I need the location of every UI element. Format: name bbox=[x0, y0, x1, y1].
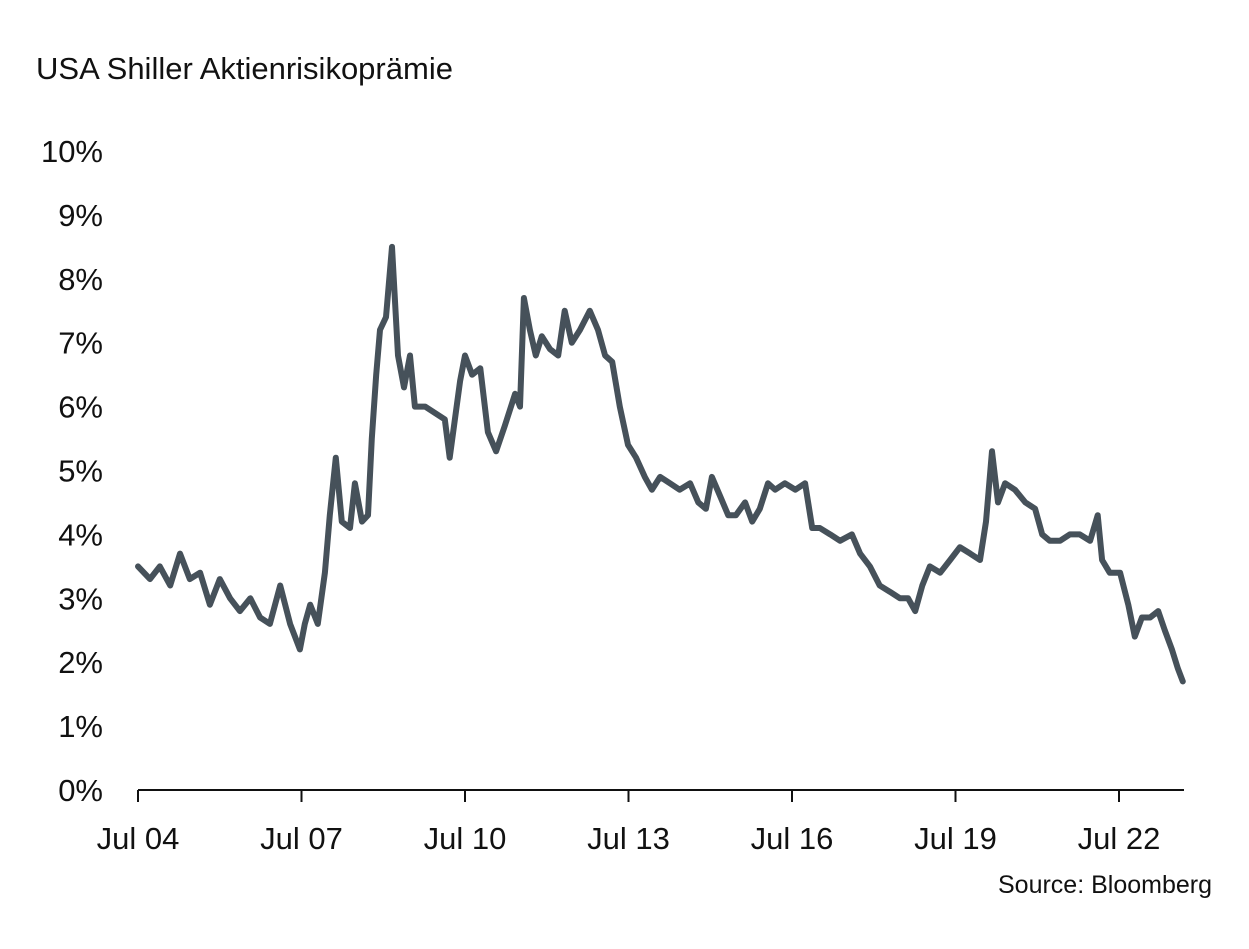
y-tick-label: 8% bbox=[58, 262, 103, 297]
x-tick-label: Jul 19 bbox=[914, 821, 997, 856]
y-tick-label: 10% bbox=[41, 134, 103, 169]
x-tick-label: Jul 10 bbox=[424, 821, 507, 856]
y-tick-label: 0% bbox=[58, 773, 103, 808]
chart-title: USA Shiller Aktienrisikoprämie bbox=[36, 51, 453, 86]
y-tick-label: 1% bbox=[58, 709, 103, 744]
x-tick-label: Jul 13 bbox=[587, 821, 670, 856]
x-axis: Jul 04 Jul 07 Jul 10 Jul 13 Jul 16 Jul 19 Jul … bbox=[97, 790, 1161, 856]
y-tick-label: 9% bbox=[58, 198, 103, 233]
x-tick-label: Jul 07 bbox=[260, 821, 343, 856]
y-tick-label: 3% bbox=[58, 581, 103, 616]
x-tick-label: Jul 16 bbox=[751, 821, 834, 856]
y-axis: 0% 1% 2% 3% 4% 5% 6% 7% 8% 9% 10% bbox=[41, 134, 103, 808]
y-tick-label: 6% bbox=[58, 390, 103, 425]
x-tick-label: Jul 04 bbox=[97, 821, 180, 856]
y-tick-label: 5% bbox=[58, 454, 103, 489]
y-tick-label: 2% bbox=[58, 645, 103, 680]
y-tick-label: 7% bbox=[58, 326, 103, 361]
source-note: Source: Bloomberg bbox=[998, 871, 1212, 899]
series-line bbox=[135, 243, 1186, 685]
x-tick-label: Jul 22 bbox=[1078, 821, 1161, 856]
y-tick-label: 4% bbox=[58, 517, 103, 552]
